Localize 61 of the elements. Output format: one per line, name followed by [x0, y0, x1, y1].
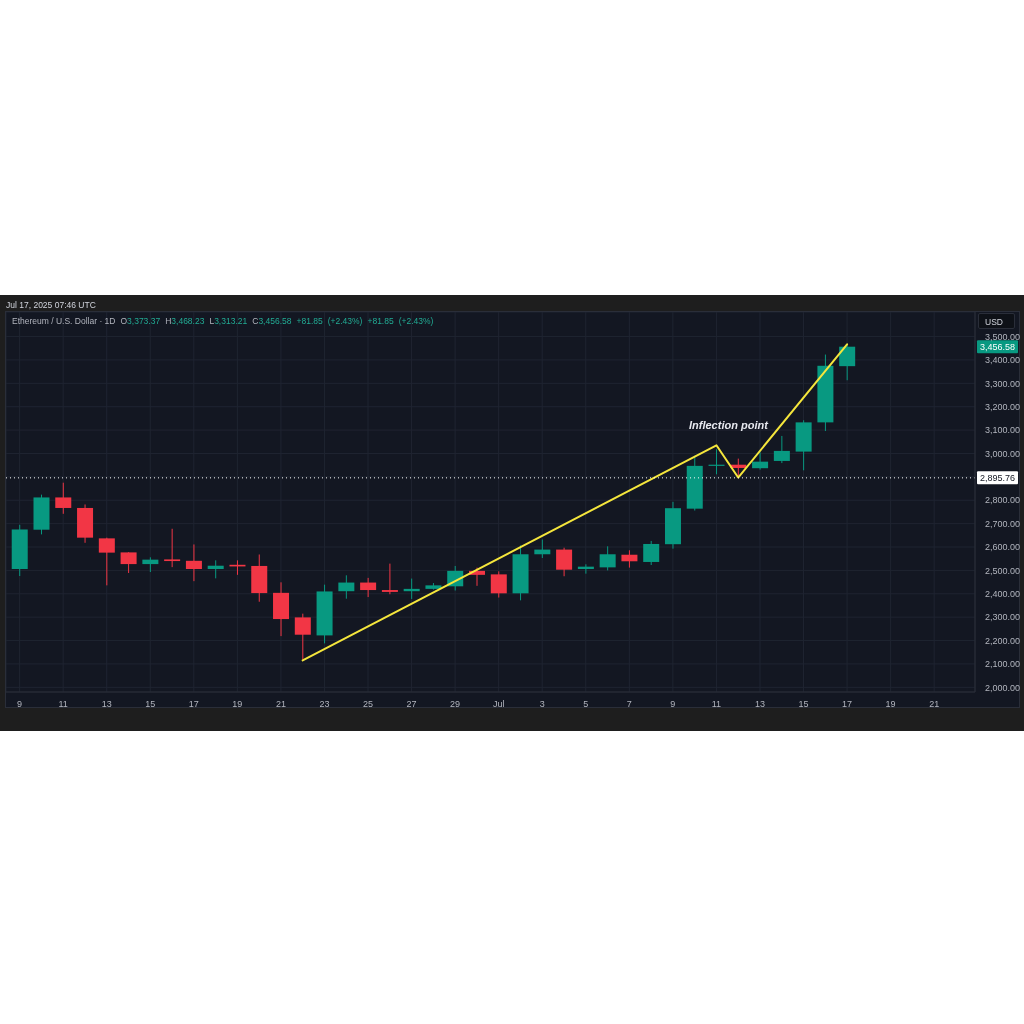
- x-tick-label: 11: [58, 699, 68, 710]
- annotation: 3,456.58: [980, 341, 1016, 352]
- y-tick-label: 3,500.00: [985, 331, 1021, 342]
- y-tick-label: 2,300.00: [985, 612, 1021, 623]
- x-tick-label: 15: [798, 699, 809, 710]
- annotation: Inflection point: [689, 418, 768, 432]
- x-tick-label: 9: [17, 699, 23, 710]
- candlestick: [773, 435, 790, 464]
- candlestick: [207, 559, 224, 579]
- candlestick: [98, 537, 115, 586]
- text: Jul 17, 2025 07:46 UTC: [6, 299, 96, 312]
- text: O3,373.37 H3,468.23 L3,313.21 C3,456.58 +81.85 (+2.43%) +81.85 (+2.43%): [120, 316, 434, 326]
- x-tick-label: 29: [450, 699, 461, 710]
- candlestick: [599, 545, 616, 571]
- candlestick: [338, 574, 355, 600]
- x-tick-label: 19: [885, 699, 896, 710]
- candlestick: [556, 547, 573, 577]
- candlestick: [643, 540, 660, 566]
- candlestick: [164, 528, 181, 568]
- x-tick-label: 3: [539, 699, 545, 710]
- candlestick: [55, 482, 72, 515]
- x-tick-label: 17: [188, 699, 199, 710]
- x-tick-label: 27: [406, 699, 417, 710]
- candlestick: [490, 570, 507, 599]
- y-tick-label: 3,200.00: [985, 401, 1021, 412]
- y-tick-label: 2,400.00: [985, 588, 1021, 599]
- x-tick-label: 13: [754, 699, 765, 710]
- y-axis-title: USD: [978, 313, 1015, 329]
- x-tick-label: 21: [929, 699, 940, 710]
- candlestick: [839, 343, 856, 381]
- y-tick-label: 3,400.00: [985, 355, 1021, 366]
- y-tick-label: 2,200.00: [985, 635, 1021, 646]
- y-tick-label: 3,000.00: [985, 448, 1021, 459]
- y-tick-label: 2,800.00: [985, 495, 1021, 506]
- text: Ethereum / U.S. Dollar · 1D: [12, 316, 116, 326]
- x-tick-label: 11: [711, 699, 722, 710]
- candlestick: [381, 563, 398, 595]
- candlestick: [120, 551, 137, 574]
- x-tick-label: 7: [626, 699, 632, 710]
- x-tick-label: 19: [232, 699, 243, 710]
- candlestick: [752, 451, 769, 471]
- y-tick-label: 2,700.00: [985, 518, 1021, 529]
- candlestick: [294, 613, 311, 661]
- y-tick-label: 3,100.00: [985, 425, 1021, 436]
- x-tick-label: 9: [670, 699, 676, 710]
- candlestick: [360, 577, 377, 598]
- y-tick-label: 2,600.00: [985, 542, 1021, 553]
- y-tick-label: 2,500.00: [985, 565, 1021, 576]
- ref-line-label: 2,895.76: [980, 472, 1016, 483]
- candlestick: [185, 543, 202, 582]
- x-tick-label: 21: [275, 699, 286, 710]
- x-tick-label: Jul: [492, 699, 505, 710]
- x-tick-label: 13: [101, 699, 112, 710]
- y-tick-label: 2,100.00: [985, 659, 1021, 670]
- x-tick-label: 5: [583, 699, 589, 710]
- y-tick-label: 2,000.00: [985, 682, 1021, 693]
- x-tick-label: 23: [319, 699, 330, 710]
- x-tick-label: 25: [363, 699, 374, 710]
- x-tick-label: 15: [145, 699, 156, 710]
- y-tick-label: 3,300.00: [985, 378, 1021, 389]
- x-tick-label: 17: [842, 699, 853, 710]
